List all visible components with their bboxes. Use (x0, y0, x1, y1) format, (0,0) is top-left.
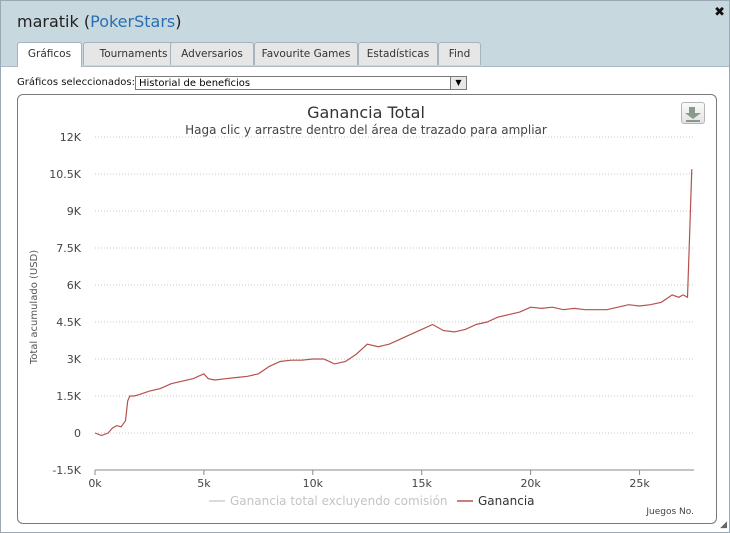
legend-item[interactable]: Ganancia total excluyendo comisión (230, 494, 448, 508)
chart-select-label: Gráficos seleccionados: (17, 77, 135, 88)
chart-subtitle: Haga clic y arrastre dentro del área de … (185, 123, 547, 137)
y-tick-label: 12K (60, 131, 82, 144)
window-title: maratik (PokerStars) (17, 12, 182, 31)
tab-adversarios[interactable]: Adversarios (170, 42, 254, 65)
y-tick-label: 0 (74, 427, 81, 440)
chart-series (94, 169, 693, 437)
y-tick-label: 7.5K (56, 242, 81, 255)
y-tick-label: 4.5K (56, 316, 81, 329)
tab-find[interactable]: Find (438, 42, 481, 65)
chart-select-dropdown[interactable]: Historial de beneficios ▼ (135, 76, 467, 90)
chart-grid (95, 136, 694, 471)
chart-select-value: Historial de beneficios (139, 78, 251, 89)
x-tick-label: 20k (520, 477, 541, 490)
series-line-ganancia (94, 169, 693, 437)
tab-tournaments[interactable]: Tournaments (83, 42, 184, 65)
y-axis-label: Total acumulado (USD) (29, 250, 40, 365)
y-tick-label: 1.5K (56, 390, 81, 403)
title-bar: maratik (PokerStars) ✖ Gráficos Tourname… (1, 1, 729, 67)
site-name: PokerStars (90, 12, 176, 31)
chart-panel (17, 94, 717, 524)
x-tick-label: 15k (412, 477, 433, 490)
legend-item[interactable]: Ganancia (478, 494, 535, 508)
chart-title: Ganancia Total (307, 103, 425, 122)
chart-legend: Ganancia total excluyendo comisión Gananc… (209, 494, 535, 508)
resize-grip-icon[interactable]: ◢ (720, 520, 727, 530)
y-tick-label: 10.5K (49, 168, 81, 181)
x-tick-label: 0k (88, 477, 102, 490)
x-tick-label: 25k (629, 477, 650, 490)
y-tick-label: 9K (67, 205, 82, 218)
y-axis-ticks: -1.5K 0 1.5K 3K 4.5K 6K 7.5K 9K 10.5K 12K (49, 131, 81, 477)
tab-estadisticas[interactable]: Estadísticas (358, 42, 438, 65)
y-tick-label: 6K (67, 279, 82, 292)
download-icon[interactable] (681, 102, 705, 124)
x-axis-ticks: 0k 5k 10k 15k 20k 25k (88, 470, 650, 490)
x-tick-label: 5k (197, 477, 211, 490)
tab-favourite-games[interactable]: Favourite Games (254, 42, 358, 65)
close-icon[interactable]: ✖ (714, 5, 725, 20)
y-tick-label: 3K (67, 353, 82, 366)
x-tick-label: 10k (303, 477, 324, 490)
chevron-down-icon[interactable]: ▼ (450, 77, 466, 89)
paren-close: ) (175, 12, 182, 31)
x-axis-label: Juegos No. (645, 507, 694, 517)
paren-open: ( (83, 12, 91, 31)
y-tick-label: -1.5K (52, 464, 81, 477)
tab-graficos[interactable]: Gráficos (17, 42, 82, 67)
player-name: maratik (17, 12, 79, 31)
